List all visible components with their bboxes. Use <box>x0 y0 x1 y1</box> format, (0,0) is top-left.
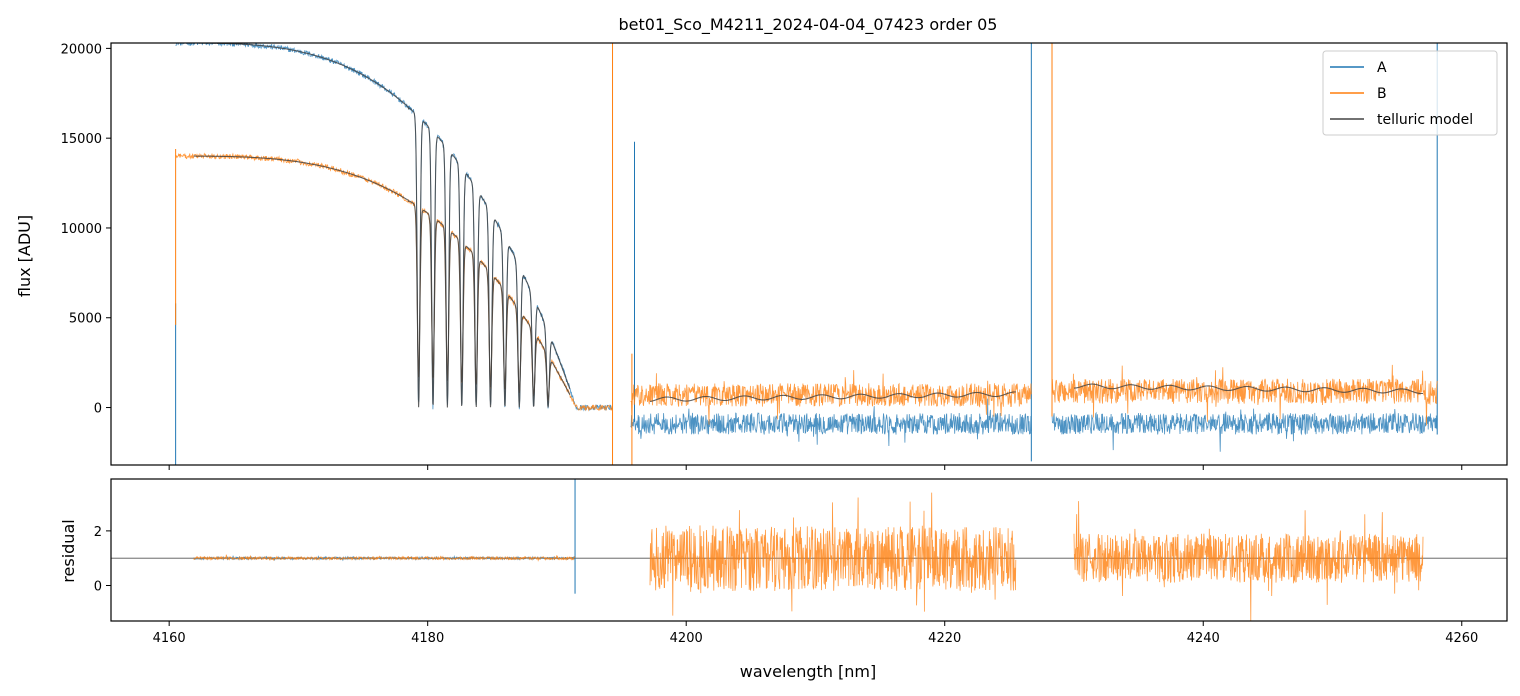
flux-y-tick-label-2: 10000 <box>61 222 102 237</box>
residual-plot-area <box>111 479 1507 621</box>
x-tick-label-2: 4200 <box>670 631 703 646</box>
residual-y-tick-label-0: 0 <box>94 580 102 595</box>
flux-y-tick-label-3: 15000 <box>61 132 102 147</box>
flux-x-ticks <box>168 465 1463 470</box>
residual-y-label: residual <box>59 519 78 582</box>
residual-y-tick-label-1: 2 <box>94 525 102 540</box>
legend-label-telluric: telluric model <box>1377 112 1473 128</box>
flux-series-telluric-model-segment-0 <box>193 43 571 408</box>
residual-series-b-segment-1 <box>649 492 1017 616</box>
chart-title: bet01_Sco_M4211_2024-04-04_07423 order 0… <box>619 15 998 35</box>
x-tick-label-3: 4220 <box>928 631 961 646</box>
flux-series-a-segment-1 <box>630 398 1032 447</box>
residual-series-b-segment-0 <box>193 554 576 562</box>
flux-y-tick-label-4: 20000 <box>61 42 102 57</box>
flux-y-label: flux [ADU] <box>15 215 34 297</box>
flux-panel: 0 5000 10000 15000 20000 flux [ADU] <box>15 42 1508 470</box>
legend-label-b: B <box>1377 86 1387 102</box>
flux-y-tick-label-1: 5000 <box>69 312 102 327</box>
flux-series-b-segment-1 <box>630 370 1032 425</box>
flux-axes-frame <box>110 42 1508 466</box>
residual-y-ticks: 02 <box>94 525 111 595</box>
flux-y-ticks: 0 5000 10000 15000 20000 <box>61 42 111 417</box>
residual-axes-frame <box>110 478 1508 622</box>
flux-series-telluric-model-segment-1 <box>193 155 571 400</box>
residual-series-b-segment-2 <box>1073 501 1424 621</box>
legend-box <box>1322 50 1498 136</box>
flux-y-tick-label-0: 0 <box>94 402 102 417</box>
flux-series-telluric-model-segment-2 <box>649 391 1016 403</box>
x-tick-label-1: 4180 <box>411 631 444 646</box>
x-tick-label-5: 4260 <box>1445 631 1478 646</box>
x-tick-label-0: 4160 <box>153 631 186 646</box>
flux-plot-area <box>175 43 1438 465</box>
legend-label-a: A <box>1377 60 1387 76</box>
flux-series-b-segment-2 <box>1051 364 1438 426</box>
residual-panel: 02 4160 4180 4200 4220 4240 4260 residual <box>59 478 1508 646</box>
flux-series-telluric-model-segment-3 <box>1074 383 1424 395</box>
x-axis-label: wavelength [nm] <box>740 662 877 681</box>
flux-series-a-segment-2 <box>1051 408 1438 452</box>
legend: A B telluric model <box>1322 50 1498 136</box>
x-tick-label-4: 4240 <box>1187 631 1220 646</box>
residual-x-ticks: 4160 4180 4200 4220 4240 4260 <box>153 621 1478 646</box>
